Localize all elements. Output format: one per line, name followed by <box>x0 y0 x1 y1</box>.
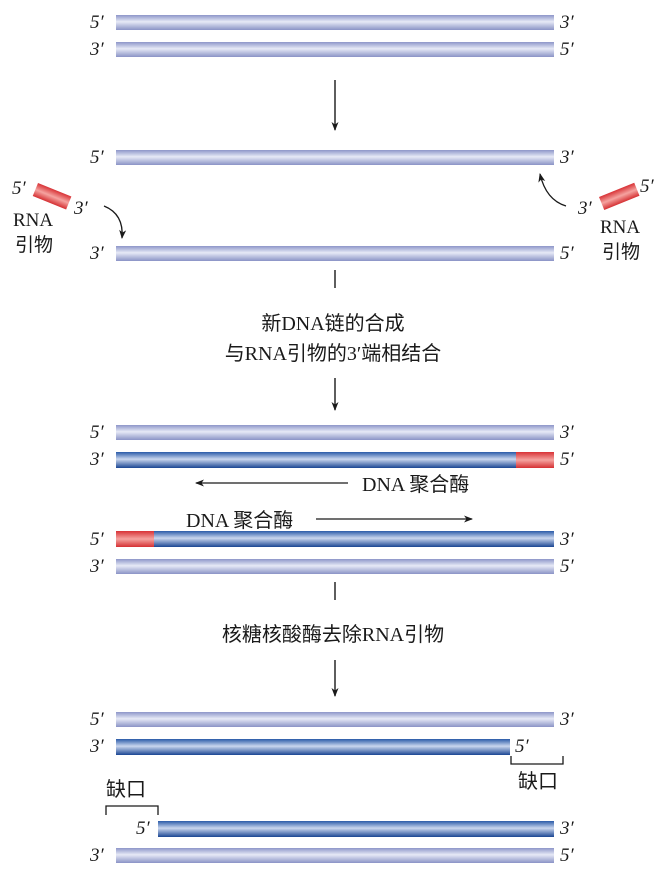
end-label: 3′ <box>89 845 105 866</box>
step1-caption-line1: 新DNA链的合成 <box>261 312 404 335</box>
end-label: 5′ <box>136 818 151 839</box>
top-strand <box>116 150 554 165</box>
end-label: 3′ <box>89 556 105 577</box>
top-strand <box>116 15 554 30</box>
end-label: 3′ <box>89 243 105 264</box>
parental-duplex: 5′ 3′ 3′ 5′ <box>89 12 575 60</box>
gap-label: 缺口 <box>518 770 558 793</box>
step1-caption-line2: 与RNA引物的3′端相结合 <box>225 342 442 365</box>
step2-caption: 核糖核酸酶去除RNA引物 <box>222 623 444 646</box>
end-label: 5′ <box>560 39 575 60</box>
primer-label-rna: RNA <box>13 210 53 231</box>
end-label: 3′ <box>559 818 575 839</box>
gap-bracket <box>510 756 564 765</box>
end-label: 5′ <box>90 422 105 443</box>
synthesis-upper-duplex: 5′ 3′ 3′ 5′ <box>89 422 575 470</box>
polymerase-leftward: DNA 聚合酶 <box>195 473 469 496</box>
primer-bar <box>599 182 640 210</box>
rna-primer <box>516 452 554 468</box>
end-label: 5′ <box>560 845 575 866</box>
bottom-strand <box>116 246 554 261</box>
gap-upper-duplex: 5′ 3′ 3′ 5′ 缺口 <box>89 709 575 793</box>
end-label: 5′ <box>90 12 105 33</box>
end-label: 3′ <box>577 198 593 219</box>
end-label: 5′ <box>90 147 105 168</box>
new-dna-strand <box>154 531 554 547</box>
end-label: 5′ <box>560 449 575 470</box>
end-label: 3′ <box>559 12 575 33</box>
end-label: 3′ <box>559 422 575 443</box>
end-label: 5′ <box>560 243 575 264</box>
primer-label-yinwu: 引物 <box>15 234 53 256</box>
curved-arrow <box>103 205 127 239</box>
end-label: 5′ <box>515 736 530 757</box>
end-label: 3′ <box>73 198 89 219</box>
end-label: 3′ <box>89 39 105 60</box>
curved-arrow <box>538 173 567 207</box>
gap-lower-duplex: 缺口 5′ 3′ 3′ 5′ <box>89 778 575 866</box>
separated-strands: 5′ 3′ 3′ 5′ <box>89 147 575 264</box>
gap-bracket <box>105 805 159 815</box>
rna-primer-left: 5′ 3′ RNA 引物 <box>12 178 127 256</box>
primer-label-yinwu: 引物 <box>602 241 640 263</box>
synthesis-lower-duplex: 5′ 3′ 3′ 5′ <box>89 529 575 577</box>
primer-label-rna: RNA <box>600 217 640 238</box>
template-strand <box>116 559 554 574</box>
bottom-strand <box>116 42 554 57</box>
primer-bar <box>32 183 72 210</box>
polymerase-rightward: DNA 聚合酶 <box>186 509 473 532</box>
polymerase-label: DNA 聚合酶 <box>186 509 293 532</box>
rna-primer <box>116 531 154 547</box>
end-label: 3′ <box>559 529 575 550</box>
end-label: 3′ <box>89 736 105 757</box>
end-label: 3′ <box>89 449 105 470</box>
rna-primer-right: 5′ 3′ RNA 引物 <box>538 173 655 263</box>
template-strand <box>116 425 554 440</box>
new-dna-strand <box>116 739 510 755</box>
end-label: 5′ <box>640 176 655 197</box>
end-label: 3′ <box>559 709 575 730</box>
template-strand <box>116 712 554 727</box>
new-dna-strand <box>116 452 516 468</box>
end-label: 5′ <box>90 529 105 550</box>
polymerase-label: DNA 聚合酶 <box>362 473 469 496</box>
gap-label: 缺口 <box>106 778 146 801</box>
end-label: 5′ <box>90 709 105 730</box>
end-label: 3′ <box>559 147 575 168</box>
end-label: 5′ <box>560 556 575 577</box>
template-strand <box>116 848 554 863</box>
end-label: 5′ <box>12 178 27 199</box>
new-dna-strand <box>158 821 554 837</box>
